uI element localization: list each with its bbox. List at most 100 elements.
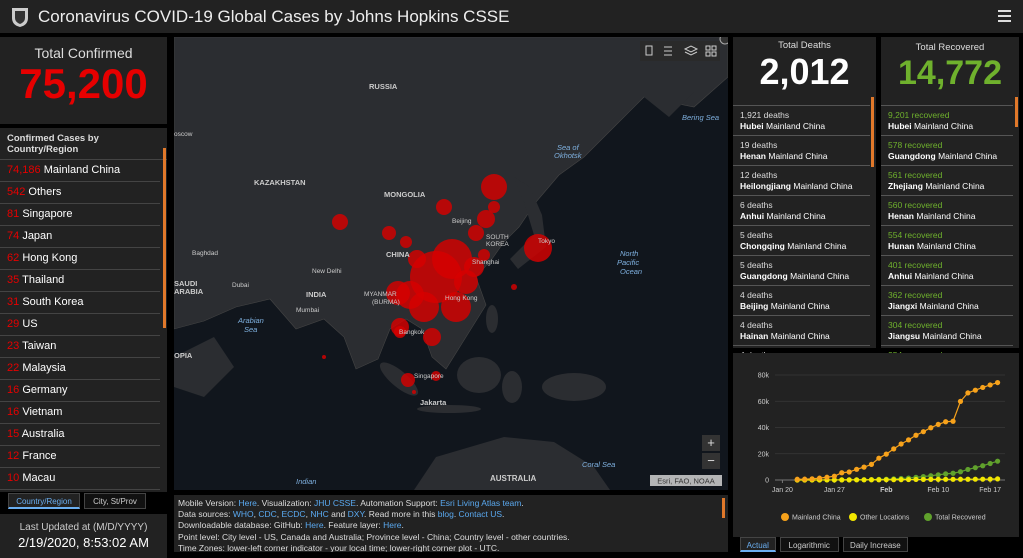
list-row[interactable]: 5 deaths Guangdong Mainland China	[733, 256, 870, 286]
country-row[interactable]: 22 Malaysia	[0, 358, 160, 380]
layers-button[interactable]	[683, 45, 699, 56]
country-row[interactable]: 35 Thailand	[0, 270, 160, 292]
map-label: Indian	[296, 477, 316, 486]
legend-button[interactable]	[664, 46, 672, 56]
x-tick-label: Jan 20	[772, 487, 793, 494]
zoom-in-button[interactable]	[702, 435, 720, 451]
expand-button[interactable]	[719, 37, 728, 45]
country-row[interactable]: 74 Japan	[0, 226, 160, 248]
info-link[interactable]: Here	[305, 520, 324, 531]
scrollbar[interactable]	[1015, 97, 1018, 127]
map-label: North	[620, 249, 638, 258]
row-country: Mainland China	[768, 151, 828, 161]
country-row[interactable]: 12 France	[0, 446, 160, 468]
map-label: AUSTRALIA	[490, 474, 536, 483]
map-label: Arabian	[237, 316, 264, 325]
total-confirmed-panel: Total Confirmed 75,200	[0, 37, 167, 124]
row-country: Mainland China	[770, 301, 830, 311]
row-place: Guangdong Mainland China	[888, 151, 1013, 162]
scrollbar[interactable]	[871, 97, 874, 167]
info-link[interactable]: Here	[238, 498, 257, 508]
deaths-list: 1,921 deaths Hubei Mainland China 19 death…	[733, 105, 870, 356]
basemap-button[interactable]	[705, 45, 717, 57]
list-row[interactable]: 4 deaths Beijing Mainland China	[733, 286, 870, 316]
list-row[interactable]: 561 recovered Zhejiang Mainland China	[881, 166, 1013, 196]
row-place: Anhui Mainland China	[888, 271, 1013, 282]
info-link[interactable]: JHU CSSE	[313, 498, 356, 508]
country-name: France	[22, 450, 57, 462]
list-row[interactable]: 304 recovered Jiangsu Mainland China	[881, 316, 1013, 346]
info-link[interactable]: Esri Living Atlas team	[440, 498, 522, 508]
tab[interactable]: City, St/Prov	[84, 493, 146, 509]
country-row[interactable]: 62 Hong Kong	[0, 248, 160, 270]
info-link[interactable]: DXY	[347, 509, 365, 520]
list-row[interactable]: 4 deaths Hainan Mainland China	[733, 316, 870, 346]
tab[interactable]: Country/Region	[8, 493, 80, 509]
info-link[interactable]: CDC	[258, 509, 277, 520]
country-row[interactable]: 10 Macau	[0, 468, 160, 490]
info-link[interactable]: blog	[437, 509, 454, 520]
scrollbar[interactable]	[163, 148, 166, 328]
list-row[interactable]: 362 recovered Jiangxi Mainland China	[881, 286, 1013, 316]
attribution: Esri, FAO, NOAA	[657, 477, 715, 486]
info-link[interactable]: ECDC	[281, 509, 306, 520]
list-row[interactable]: 578 recovered Guangdong Mainland China	[881, 136, 1013, 166]
data-point	[868, 477, 875, 483]
map-label: oscow	[174, 131, 193, 138]
info-link[interactable]: WHO	[232, 509, 254, 520]
list-row[interactable]: 1,921 deaths Hubei Mainland China	[733, 106, 870, 136]
country-row[interactable]: 15 Australia	[0, 424, 160, 446]
scrollbar[interactable]	[722, 498, 725, 518]
legend-swatch	[849, 513, 857, 521]
row-count: 6 deaths	[740, 200, 773, 210]
data-point	[898, 441, 904, 447]
list-row[interactable]: 401 recovered Anhui Mainland China	[881, 256, 1013, 286]
country-row[interactable]: 542 Others	[0, 182, 160, 204]
deaths-panel: Total Deaths 2,012 1,921 deaths Hubei Mai…	[733, 37, 876, 356]
country-row[interactable]: 74,186 Mainland China	[0, 160, 160, 182]
row-country: Mainland China	[916, 211, 976, 221]
row-country: Mainland China	[787, 241, 847, 251]
info-panel: Mobile Version: Here. Visualization: JHU…	[174, 495, 728, 552]
data-point	[928, 473, 934, 479]
zoom-out-button[interactable]	[702, 453, 720, 469]
list-row[interactable]: 554 recovered Hunan Mainland China	[881, 226, 1013, 256]
row-country: Mainland China	[914, 271, 974, 281]
info-link[interactable]: NHC	[310, 509, 329, 520]
row-count: 304 recovered	[888, 320, 943, 330]
list-row[interactable]: 6 deaths Anhui Mainland China	[733, 196, 870, 226]
country-row[interactable]: 81 Singapore	[0, 204, 160, 226]
map-label: INDIA	[306, 290, 327, 299]
list-row[interactable]: 19 deaths Henan Mainland China	[733, 136, 870, 166]
country-name: Macau	[22, 472, 56, 484]
data-point	[794, 476, 800, 482]
country-row[interactable]: 16 Vietnam	[0, 402, 160, 424]
tab[interactable]: Actual	[740, 537, 776, 552]
info-link[interactable]: Contact US	[458, 509, 503, 520]
tab[interactable]: Daily Increase	[842, 537, 908, 552]
list-row[interactable]: 9,201 recovered Hubei Mainland China	[881, 106, 1013, 136]
country-row[interactable]: 29 US	[0, 314, 160, 336]
row-place: Hunan Mainland China	[888, 241, 1013, 252]
country-row[interactable]: 16 Germany	[0, 380, 160, 402]
country-name: Malaysia	[22, 362, 66, 374]
row-count: 1,921 deaths	[740, 110, 790, 120]
country-count: 31	[7, 296, 20, 308]
data-point	[824, 474, 830, 480]
list-row[interactable]: 5 deaths Chongqing Mainland China	[733, 226, 870, 256]
data-point	[854, 477, 860, 483]
map-label: Singapore	[414, 373, 444, 380]
map-label: Shanghai	[472, 259, 499, 266]
map[interactable]: RUSSIA KAZAKHSTAN MONGOLIA CHINA INDIA M…	[174, 37, 728, 490]
tab[interactable]: Logarithmic	[779, 537, 839, 552]
list-row[interactable]: 12 deaths Heilongjiang Mainland China	[733, 166, 870, 196]
map-label: Coral Sea	[582, 460, 615, 469]
country-row[interactable]: 31 South Korea	[0, 292, 160, 314]
info-link[interactable]: Here	[383, 520, 402, 531]
country-row[interactable]: 23 Taiwan	[0, 336, 160, 358]
menu-button[interactable]	[998, 9, 1012, 23]
bookmark-button[interactable]	[645, 45, 653, 56]
y-tick-label: 0	[765, 478, 769, 485]
list-row[interactable]: 560 recovered Henan Mainland China	[881, 196, 1013, 226]
